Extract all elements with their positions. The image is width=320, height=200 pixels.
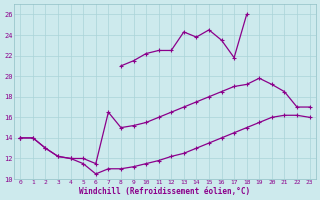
X-axis label: Windchill (Refroidissement éolien,°C): Windchill (Refroidissement éolien,°C)	[79, 187, 251, 196]
